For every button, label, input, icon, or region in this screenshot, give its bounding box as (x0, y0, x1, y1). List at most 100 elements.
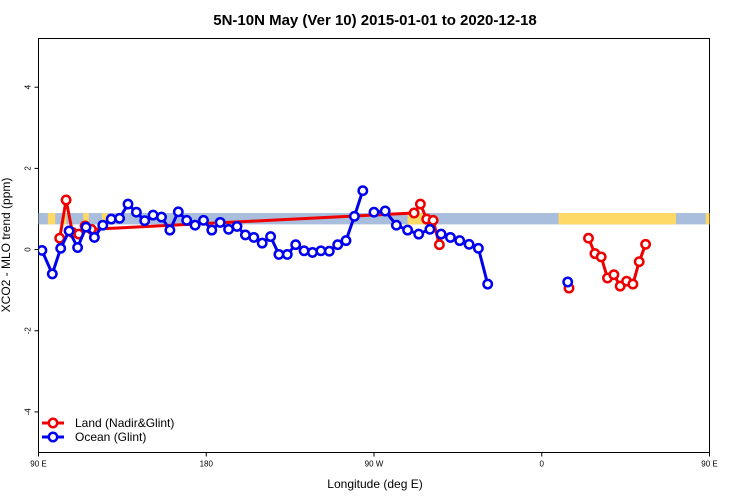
x-tick-label: 90 E (701, 460, 717, 469)
data-point-ocean (239, 229, 251, 241)
data-point-ocean (402, 224, 414, 236)
data-point-ocean (172, 206, 184, 218)
legend-land-marker (47, 417, 59, 429)
data-point-ocean (231, 220, 243, 232)
surface-band-land (47, 213, 56, 225)
data-point-ocean (435, 228, 447, 240)
data-point-ocean (130, 206, 142, 218)
data-point-ocean (348, 210, 360, 222)
legend: Land (Nadir&Glint) Ocean (Glint) (42, 416, 174, 444)
chart-title: 5N-10N May (Ver 10) 2015-01-01 to 2020-1… (213, 12, 537, 29)
data-point-ocean (147, 209, 159, 221)
data-point-ocean (290, 239, 302, 251)
legend-land-label: Land (Nadir&Glint) (75, 416, 174, 430)
data-point-ocean (105, 213, 117, 225)
data-point-ocean (164, 224, 176, 236)
data-point-ocean (97, 219, 109, 231)
data-point-land (627, 278, 639, 290)
data-point-ocean (482, 278, 494, 290)
data-point-ocean (114, 212, 126, 224)
data-point-land (608, 269, 620, 281)
surface-band-land (705, 213, 710, 225)
data-point-ocean (562, 276, 574, 288)
data-point-ocean (307, 246, 318, 258)
surface-band-land (101, 213, 108, 225)
data-point-ocean (413, 228, 425, 240)
y-tick-label: -4 (24, 408, 33, 416)
data-point-land (414, 198, 426, 210)
y-tick-label: 0 (24, 247, 33, 252)
x-tick-label: 0 (540, 460, 545, 469)
data-point-land (633, 256, 645, 268)
data-point-ocean (198, 214, 209, 226)
data-point-ocean (72, 242, 84, 253)
data-point-ocean (88, 231, 100, 243)
data-point-ocean (181, 214, 193, 226)
data-point-ocean (424, 223, 436, 235)
data-point-ocean (206, 224, 218, 236)
data-point-ocean (731, 261, 739, 269)
data-point-ocean (156, 211, 167, 223)
data-point-land (640, 238, 652, 250)
data-point-ocean (444, 231, 456, 243)
data-point-ocean (273, 248, 285, 260)
legend-ocean-label: Ocean (Glint) (75, 430, 146, 444)
data-point-ocean (139, 215, 151, 227)
x-tick-label: 180 (200, 460, 214, 469)
data-point-ocean (368, 206, 380, 218)
data-point-ocean (214, 216, 226, 228)
plot-area (38, 185, 750, 294)
data-point-ocean (390, 219, 402, 231)
x-tick-label: 90 E (30, 460, 46, 469)
surface-band-ocean (38, 213, 710, 225)
series-line-ocean (40, 190, 365, 276)
data-point-ocean (472, 242, 484, 254)
data-point-ocean (223, 223, 235, 235)
surface-band-land (62, 213, 67, 225)
data-point-ocean (298, 245, 310, 257)
data-point-ocean (332, 239, 344, 251)
data-point-ocean (55, 242, 67, 254)
data-point-ocean (725, 258, 733, 266)
data-point-land (408, 207, 420, 219)
data-point-ocean (340, 235, 352, 247)
data-point-ocean (38, 244, 48, 256)
plot-frame (38, 38, 710, 453)
data-point-ocean (281, 248, 293, 260)
x-axis-label: Longitude (deg E) (327, 477, 422, 491)
data-point-land (54, 232, 66, 244)
y-tick-label: -2 (24, 327, 33, 335)
data-point-ocean (265, 231, 277, 243)
data-point-ocean (315, 245, 327, 257)
legend-ocean-marker (47, 431, 59, 443)
data-point-ocean (189, 219, 201, 231)
x-tick-label: 90 W (365, 460, 384, 469)
data-point-ocean (379, 205, 391, 217)
data-point-ocean (248, 231, 260, 243)
data-point-ocean (323, 245, 335, 257)
data-point-ocean (738, 253, 746, 261)
data-point-ocean (80, 221, 92, 233)
data-point-ocean (256, 237, 268, 249)
data-point-ocean (46, 268, 58, 280)
y-tick-label: 2 (24, 166, 33, 171)
data-point-ocean (463, 238, 475, 250)
data-point-ocean (454, 235, 466, 247)
surface-band-land (83, 213, 89, 225)
axes: 90 E 180 90 W 0 90 E -4 -2 0 2 4 (24, 84, 718, 468)
y-tick-label: 4 (24, 84, 33, 89)
surface-band-land (558, 213, 676, 225)
y-axis-label: XCO2 - MLO trend (ppm) (0, 178, 13, 313)
data-point-ocean (122, 198, 134, 210)
series-line-ocean (729, 204, 750, 275)
data-point-land (583, 232, 594, 244)
data-point-ocean (63, 225, 75, 237)
data-point-land (433, 239, 445, 251)
surface-band-land (407, 213, 427, 225)
data-point-land (60, 194, 72, 206)
data-point-ocean (357, 185, 369, 197)
data-point-land (595, 251, 607, 263)
data-point-ocean (744, 261, 750, 269)
data-point-land (427, 214, 439, 226)
